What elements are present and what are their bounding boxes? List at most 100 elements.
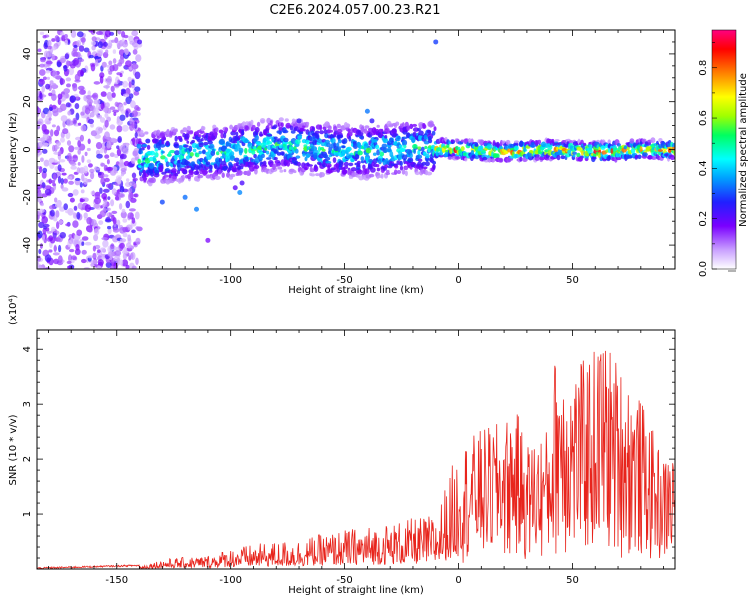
spectrogram-cell xyxy=(122,218,128,223)
spectrogram-cell xyxy=(647,141,652,146)
spectrogram-cell xyxy=(346,146,352,152)
snr-series xyxy=(37,350,675,569)
spectrogram-cell xyxy=(317,146,321,153)
spectrogram-cell xyxy=(241,129,245,136)
spectrogram-cell xyxy=(44,254,52,263)
spectrogram-cell xyxy=(317,161,322,165)
spectrogram-cell xyxy=(336,123,341,129)
spectrogram-cell xyxy=(124,181,132,188)
spectrogram-cell xyxy=(379,151,385,157)
spectrogram-cell xyxy=(391,128,397,135)
spectrogram-cell xyxy=(134,132,138,138)
spectrogram-cell xyxy=(293,170,297,174)
spectrogram-cell xyxy=(514,140,519,144)
spectrogram-cell xyxy=(42,133,50,140)
spectrogram-cell xyxy=(72,212,77,219)
spectrogram-cell xyxy=(49,205,56,210)
spectrogram-cell xyxy=(120,88,126,93)
spectrogram-cell xyxy=(103,200,107,206)
spectrogram-cell xyxy=(111,210,118,214)
spectrogram-cell xyxy=(45,83,51,90)
spectrogram-cell xyxy=(100,91,107,97)
spectrogram-cell xyxy=(397,136,401,140)
spectrogram-cell xyxy=(386,169,390,173)
spectrogram-cell xyxy=(41,182,46,189)
spectrogram-cell xyxy=(141,164,145,171)
spectrogram-cell xyxy=(125,110,129,118)
spectrogram-cell xyxy=(322,126,327,130)
spectrogram-cell xyxy=(87,227,92,233)
spectrogram-cell xyxy=(56,221,60,230)
spectrogram-cell xyxy=(57,93,63,100)
spectrogram-cell xyxy=(260,119,265,124)
spectrogram-cell xyxy=(108,70,113,75)
spectrogram-cell xyxy=(87,163,93,168)
spectrogram-x-axis-label: Height of straight line (km) xyxy=(288,285,424,296)
spectrogram-cell xyxy=(72,189,79,196)
spectrogram-cell xyxy=(123,34,129,39)
spectrogram-cell xyxy=(417,127,421,132)
spectrogram-cell xyxy=(96,153,103,159)
spectrogram-cell xyxy=(87,138,91,145)
spectrogram-cell xyxy=(159,164,164,169)
snr-line xyxy=(37,350,675,569)
spectrogram-cell xyxy=(122,226,129,233)
spectrogram-cell xyxy=(428,121,434,128)
x-tick-label: -50 xyxy=(336,275,352,286)
spectrogram-cell xyxy=(211,148,215,154)
spectrogram-cell xyxy=(547,138,553,144)
y-tick-label: 0 xyxy=(22,146,33,152)
spectrogram-cell xyxy=(69,61,73,65)
spectrogram-cell xyxy=(40,193,48,198)
spectrogram-cell xyxy=(47,45,53,50)
spectrogram-cell xyxy=(77,149,81,155)
spectrogram-cell xyxy=(295,139,301,145)
spectrogram-cell xyxy=(412,127,419,132)
spectrogram-cell xyxy=(350,167,357,172)
spectrogram-cell xyxy=(58,220,64,224)
x-tick-label: -100 xyxy=(219,275,242,286)
spectrogram-cell xyxy=(364,156,369,161)
spectrogram-cell xyxy=(539,155,545,161)
spectrogram-cell xyxy=(244,147,248,154)
spectrogram-cell xyxy=(146,144,151,150)
spectrogram-cell xyxy=(64,34,68,39)
spectrogram-cell xyxy=(173,143,180,149)
spectrogram-cell xyxy=(347,131,353,137)
spectrogram-cell xyxy=(71,255,77,260)
spectrogram-cell xyxy=(93,167,101,171)
spectrogram-cell xyxy=(127,76,132,82)
spectrogram-cell xyxy=(539,151,543,155)
spectrogram-cell xyxy=(251,150,256,155)
spectrogram-cell xyxy=(48,235,54,242)
colorbar-label: Normalized spectral amplitude xyxy=(738,73,749,227)
spectrogram-cell xyxy=(137,158,141,164)
spectrogram-cell xyxy=(119,57,125,64)
spectrogram-cell xyxy=(363,128,368,134)
spectrogram-cell xyxy=(117,62,123,67)
spectrogram-cell xyxy=(214,132,218,136)
spectrogram-cell xyxy=(150,177,156,184)
spectrogram-cell xyxy=(404,166,408,171)
spectrogram-cell xyxy=(83,95,88,102)
spectrogram-cell xyxy=(104,119,109,128)
spectrogram-cell xyxy=(72,84,78,92)
figure-title: C2E6.2024.057.00.23.R21 xyxy=(269,3,440,18)
spectrogram-cell xyxy=(119,238,127,243)
spectrogram-cell xyxy=(357,169,363,175)
spectrogram-cell xyxy=(67,240,72,248)
spectrogram-cell xyxy=(407,157,414,164)
spectrogram-cell xyxy=(135,257,139,265)
spectrogram-cell xyxy=(88,30,94,33)
spectrogram-cell xyxy=(237,170,243,176)
spectrogram-cell xyxy=(348,162,354,167)
spectrogram-cell xyxy=(77,162,81,166)
spectrogram-cell xyxy=(117,30,122,35)
spectrogram-cell xyxy=(454,156,461,160)
x-tick-label: -50 xyxy=(336,575,352,586)
spectrogram-cell xyxy=(45,60,53,65)
spectrogram-cell xyxy=(310,173,315,177)
spectrogram-cell xyxy=(116,125,123,133)
spectrogram-cell xyxy=(49,209,55,217)
spectrogram-cell xyxy=(119,185,125,193)
